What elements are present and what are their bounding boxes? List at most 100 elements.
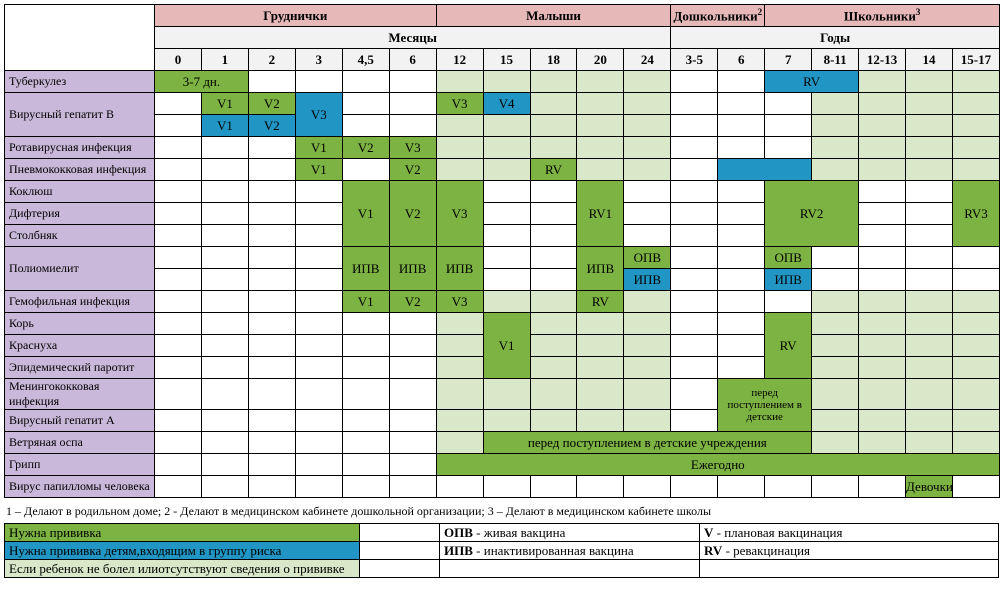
legend-spacer (360, 542, 440, 560)
grid-cell (671, 247, 718, 269)
grid-cell (483, 181, 530, 203)
age-header: 15-17 (952, 49, 999, 71)
vaccine-cell: V2 (389, 159, 436, 181)
grid-cell (906, 225, 953, 247)
grid-cell (859, 291, 906, 313)
disease-label: Туберкулез (5, 71, 155, 93)
vaccine-cell: перед поступлением в детские учреждения (483, 432, 812, 454)
grid-cell (906, 247, 953, 269)
grid-cell (577, 476, 624, 498)
grid-cell (295, 454, 342, 476)
grid-cell (530, 181, 577, 203)
grid-cell (436, 410, 483, 432)
grid-cell (483, 291, 530, 313)
grid-cell (436, 137, 483, 159)
grid-cell (483, 410, 530, 432)
vaccine-cell: RV (765, 313, 812, 379)
grid-cell (530, 410, 577, 432)
grid-cell (201, 291, 248, 313)
grid-cell (906, 313, 953, 335)
disease-label: Гемофильная инфекция (5, 291, 155, 313)
grid-cell (483, 137, 530, 159)
grid-cell (671, 225, 718, 247)
grid-cell (906, 137, 953, 159)
grid-cell (671, 357, 718, 379)
grid-cell (765, 476, 812, 498)
grid-cell (295, 410, 342, 432)
legend-abbr: ИПВ - инактивированная вакцина (440, 542, 700, 560)
grid-cell (718, 476, 765, 498)
grid-cell (483, 476, 530, 498)
grid-cell (671, 203, 718, 225)
vaccine-cell: Ежегодно (436, 454, 999, 476)
age-header: 12-13 (859, 49, 906, 71)
grid-cell (483, 269, 530, 291)
grid-cell (671, 379, 718, 410)
grid-cell (295, 247, 342, 269)
grid-cell (248, 225, 295, 247)
grid-cell (201, 225, 248, 247)
grid-cell (812, 432, 859, 454)
vaccine-cell: V2 (389, 291, 436, 313)
grid-cell (671, 71, 718, 93)
grid-cell (342, 93, 389, 115)
grid-cell (201, 203, 248, 225)
age-header: 3 (295, 49, 342, 71)
disease-label: Менингококковая инфекция (5, 379, 155, 410)
grid-cell (952, 159, 999, 181)
grid-cell (342, 313, 389, 335)
grid-cell (577, 357, 624, 379)
grid-cell (906, 269, 953, 291)
grid-cell (155, 137, 202, 159)
age-header: 18 (530, 49, 577, 71)
vaccine-cell: V3 (389, 137, 436, 159)
grid-cell (812, 115, 859, 137)
age-header: 12 (436, 49, 483, 71)
grid-cell (577, 410, 624, 432)
grid-cell (624, 181, 671, 203)
grid-cell (952, 432, 999, 454)
vaccine-cell: V2 (389, 181, 436, 247)
grid-cell (155, 115, 202, 137)
grid-cell (155, 379, 202, 410)
grid-cell (248, 454, 295, 476)
grid-cell (718, 225, 765, 247)
grid-cell (530, 137, 577, 159)
grid-cell (624, 93, 671, 115)
disease-label: Пневмококковая инфекция (5, 159, 155, 181)
grid-cell (624, 225, 671, 247)
age-header: 1 (201, 49, 248, 71)
legend-swatch: Нужна прививка детям,входящим в группу р… (5, 542, 360, 560)
grid-cell (624, 379, 671, 410)
grid-cell (906, 115, 953, 137)
grid-cell (201, 247, 248, 269)
grid-cell (906, 357, 953, 379)
grid-cell (389, 357, 436, 379)
legend-abbr: ОПВ - живая вакцина (440, 524, 700, 542)
grid-cell (906, 71, 953, 93)
vaccine-cell: RV1 (577, 181, 624, 247)
grid-cell (201, 410, 248, 432)
vaccine-cell: V2 (248, 115, 295, 137)
grid-cell (483, 225, 530, 247)
grid-cell (859, 335, 906, 357)
disease-label: Коклюш (5, 181, 155, 203)
grid-cell (952, 313, 999, 335)
grid-cell (201, 335, 248, 357)
grid-cell (389, 432, 436, 454)
vaccine-cell: Девочки (906, 476, 953, 498)
age-group-header: Малыши (436, 5, 671, 27)
age-header: 3-5 (671, 49, 718, 71)
grid-cell (248, 269, 295, 291)
grid-cell (155, 432, 202, 454)
vaccine-cell: ИПВ (624, 269, 671, 291)
vaccine-cell: V1 (295, 159, 342, 181)
grid-cell (201, 379, 248, 410)
grid-cell (718, 181, 765, 203)
grid-cell (952, 379, 999, 410)
grid-cell (201, 476, 248, 498)
grid-cell (765, 93, 812, 115)
grid-cell (624, 291, 671, 313)
age-group-header: Школьники3 (765, 5, 1000, 27)
age-group-header: Дошкольники2 (671, 5, 765, 27)
